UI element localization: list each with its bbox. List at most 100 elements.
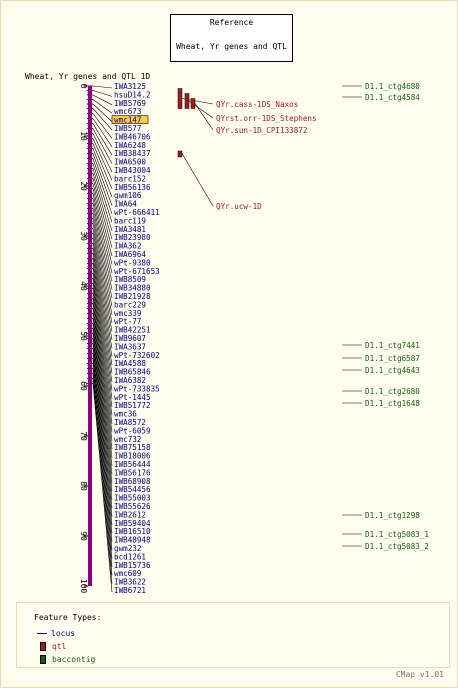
marker-connector <box>92 293 113 441</box>
marker-connector <box>92 333 113 509</box>
marker-connector <box>92 108 113 131</box>
marker-label: wPt-666411 <box>114 208 160 217</box>
marker-connector <box>92 118 113 147</box>
marker-label: IWB21928 <box>114 292 151 301</box>
axis-tick-label: 30 <box>79 231 88 241</box>
marker-label: wmc36 <box>114 410 137 419</box>
marker-label: IWB55626 <box>114 502 151 511</box>
marker-label: IWB42251 <box>114 326 151 335</box>
marker-connector <box>92 328 113 500</box>
marker-connector <box>92 238 113 349</box>
marker-label: IWB23980 <box>114 233 151 242</box>
marker-label: IWA6382 <box>114 376 146 385</box>
marker-label: IWB5769 <box>114 99 146 108</box>
marker-connector <box>92 173 113 240</box>
marker-label: IWB56136 <box>114 183 151 192</box>
qtl-bar <box>177 88 183 109</box>
axis-tick-label: 70 <box>79 431 88 441</box>
marker-label: wPt-6059 <box>114 426 151 435</box>
marker-connector <box>92 313 113 475</box>
marker-connector <box>92 263 113 391</box>
marker-connector <box>92 258 113 383</box>
marker-connector <box>92 353 113 542</box>
marker-connector <box>92 148 113 198</box>
marker-connector <box>92 323 113 492</box>
marker-label: IWA3125 <box>114 82 146 91</box>
marker-connector <box>92 278 113 416</box>
axis-tick-label: 20 <box>79 181 88 191</box>
axis-tick-label: 10 <box>79 131 88 141</box>
marker-connector <box>92 243 113 357</box>
legend-label: baccontig <box>52 655 96 664</box>
marker-connector <box>92 218 113 315</box>
marker-label: wPt-671653 <box>114 267 160 276</box>
contig-label: D1.1_ctg2680 <box>365 387 420 396</box>
marker-label: IWA6248 <box>114 141 146 150</box>
qtl-bar <box>177 150 183 158</box>
marker-connector <box>92 358 113 551</box>
marker-connector <box>92 103 113 122</box>
qtl-label: QYr.ucw-1D <box>216 202 262 211</box>
marker-label: IWB577 <box>114 124 141 133</box>
marker-label: IWB46706 <box>114 132 151 141</box>
marker-connector <box>92 373 113 576</box>
marker-connector <box>92 228 113 332</box>
marker-highlight <box>111 115 149 124</box>
marker-label: wmc673 <box>114 107 141 116</box>
contig-label: D1.1_ctg1648 <box>365 399 420 408</box>
marker-connector <box>92 99 113 114</box>
marker-connector <box>92 253 113 374</box>
marker-connector <box>92 298 113 450</box>
marker-label: IWB56444 <box>114 460 151 469</box>
marker-label: IWB18006 <box>114 452 151 461</box>
marker-label: wPt-1445 <box>114 393 151 402</box>
marker-label: gwm106 <box>114 191 142 200</box>
marker-label: IWB43004 <box>114 166 151 175</box>
contig-label: D1.1_ctg4584 <box>365 93 420 102</box>
marker-label: IWB9607 <box>114 334 146 343</box>
marker-connector <box>92 378 113 584</box>
marker-connector <box>92 233 113 341</box>
qtl-connector <box>194 103 214 131</box>
marker-label: barc229 <box>114 300 146 309</box>
marker-label: IWB55003 <box>114 494 151 503</box>
marker-label: IWB3622 <box>114 578 146 587</box>
marker-connector <box>92 85 113 89</box>
marker-label: IWB6721 <box>114 586 146 595</box>
marker-connector <box>92 213 113 307</box>
genetic-map: 0102030405060708090100IWA3125hsuD14.2IWB… <box>79 82 429 595</box>
reference-box[interactable]: Reference Wheat, Yr genes and QTL <box>170 14 293 62</box>
marker-connector <box>92 143 113 189</box>
qtl-label: QYr.sun-1D_CPI133872 <box>216 126 307 135</box>
marker-connector <box>92 348 113 534</box>
marker-label: IWA3481 <box>114 225 146 234</box>
legend-item: qtl <box>37 642 66 651</box>
legend-swatch <box>40 655 46 664</box>
marker-label: wPt-733835 <box>114 384 160 393</box>
cmap-version: CMap v1.01 <box>395 670 444 679</box>
legend-swatch <box>37 633 47 634</box>
marker-connector <box>92 288 113 433</box>
marker-connector <box>92 123 113 156</box>
qtl-label: QYr.cass-1DS_Naxos <box>216 100 298 109</box>
legend-label: locus <box>51 629 76 638</box>
marker-label: wmc609 <box>114 569 142 578</box>
marker-connector <box>92 343 113 525</box>
axis-tick-label: 0 <box>79 84 88 89</box>
qtl-connector <box>181 153 214 207</box>
marker-label: wmc732 <box>114 435 141 444</box>
marker-label: barc152 <box>114 174 146 183</box>
marker-connector <box>92 178 113 248</box>
legend: Feature Types: locus qtl baccontig <box>16 602 450 668</box>
marker-connector <box>92 183 113 257</box>
contig-label: D1.1_ctg7441 <box>365 341 420 350</box>
legend-swatch <box>40 642 46 651</box>
contig-label: D1.1_ctg4680 <box>365 82 420 91</box>
map-title: Wheat, Yr genes and QTL 1D <box>25 72 151 81</box>
marker-label: hsuD14.2 <box>114 90 151 99</box>
marker-label: IWB38437 <box>114 149 151 158</box>
marker-label: IWB54456 <box>114 485 151 494</box>
qtl-label: QYrst.orr-1DS_Stephens <box>216 114 317 123</box>
marker-connector <box>92 273 113 408</box>
marker-connector <box>92 188 113 265</box>
